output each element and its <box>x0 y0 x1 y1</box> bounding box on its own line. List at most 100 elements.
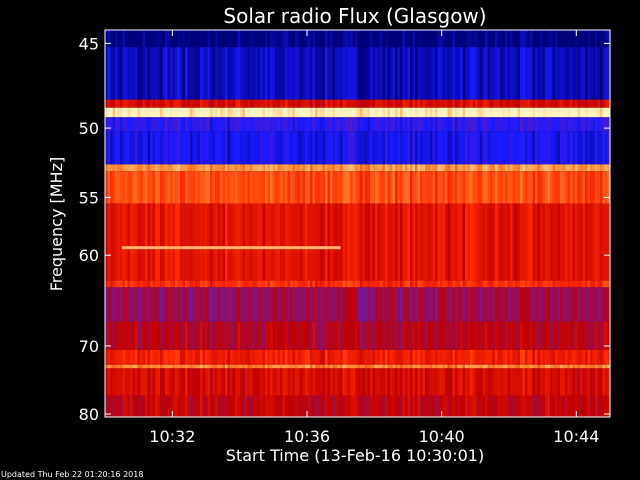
spectrum-cell <box>160 131 163 165</box>
spectrum-cell <box>357 131 361 165</box>
spectrum-cell <box>317 107 321 118</box>
spectrum-cell <box>592 107 596 118</box>
spectrum-cell <box>452 47 456 100</box>
y-tick-label: 50 <box>79 119 99 138</box>
spectrum-cell <box>477 99 481 108</box>
spectrum-cell <box>442 203 446 281</box>
spectrum-cell <box>590 287 593 322</box>
spectrum-cell <box>300 117 303 132</box>
spectrum-cell <box>565 117 568 132</box>
spectrum-cell <box>532 364 536 369</box>
spectrum-cell <box>177 321 181 350</box>
spectrum-cell <box>450 117 453 132</box>
spectrum-cell <box>207 287 211 322</box>
spectrum-cell <box>235 99 238 108</box>
spectrum-cell <box>465 164 468 172</box>
spectrum-cell <box>522 203 526 281</box>
spectrum-cell <box>315 117 318 132</box>
spectrum-cell <box>225 171 228 204</box>
spectrum-cell <box>532 164 536 172</box>
spectrum-cell <box>120 171 123 204</box>
spectrum-cell <box>607 164 611 172</box>
spectrum-cell <box>565 368 568 396</box>
spectrum-cell <box>235 280 238 288</box>
spectrum-cell <box>467 321 471 350</box>
spectrum-cell <box>277 349 281 365</box>
spectrum-cell <box>210 280 213 288</box>
spectrum-cell <box>195 395 198 417</box>
spectrum-cell <box>457 203 461 281</box>
spectrum-cell <box>417 30 421 48</box>
spectrum-cell <box>320 107 323 118</box>
spectrum-cell <box>540 131 543 165</box>
spectrum-cell <box>402 395 406 417</box>
spectrum-cell <box>222 395 226 417</box>
spectrum-cell <box>422 349 426 365</box>
spectrum-cell <box>315 349 318 365</box>
spectrum-cell <box>215 30 218 48</box>
spectrum-cell <box>445 349 448 365</box>
spectrum-cell <box>330 117 333 132</box>
spectrum-cell <box>310 171 313 204</box>
spectrum-cell <box>272 368 276 396</box>
spectrum-cell <box>130 164 133 172</box>
spectrum-cell <box>327 171 331 204</box>
spectrum-cell <box>270 364 273 369</box>
spectrum-cell <box>255 349 258 365</box>
spectrum-cell <box>457 364 461 369</box>
spectrum-cell <box>442 349 446 365</box>
spectrum-cell <box>232 280 236 288</box>
spectrum-cell <box>600 395 603 417</box>
spectrum-cell <box>155 99 158 108</box>
spectrum-cell <box>362 395 366 417</box>
spectrum-cell <box>322 203 326 281</box>
spectrum-cell <box>415 364 418 369</box>
spectrum-cell <box>202 164 206 172</box>
spectrum-cell <box>432 171 436 204</box>
spectrum-cell <box>157 131 161 165</box>
spectrum-cell <box>115 395 118 417</box>
spectrum-cell <box>547 287 551 322</box>
spectrum-cell <box>402 171 406 204</box>
spectrum-cell <box>225 395 228 417</box>
spectrum-cell <box>432 395 436 417</box>
spectrum-cell <box>207 364 211 369</box>
spectrum-cell <box>180 349 183 365</box>
spectrum-cell <box>550 349 553 365</box>
spectrum-cell <box>195 107 198 118</box>
spectrum-cell <box>550 30 553 48</box>
spectrum-cell <box>460 99 463 108</box>
spectrum-cell <box>445 280 448 288</box>
spectrum-cell <box>225 47 228 100</box>
spectrum-cell <box>542 287 546 322</box>
spectrum-cell <box>510 395 513 417</box>
spectrum-cell <box>110 395 113 417</box>
spectrum-cell <box>357 47 361 100</box>
spectrum-cell <box>542 349 546 365</box>
spectrum-cell <box>177 99 181 108</box>
spectrum-cell <box>335 287 338 322</box>
spectrum-cell <box>430 171 433 204</box>
spectrum-cell <box>527 47 531 100</box>
spectrum-cell <box>492 203 496 281</box>
spectrum-cell <box>162 395 166 417</box>
spectrum-cell <box>150 321 153 350</box>
spectrum-cell <box>202 131 206 165</box>
spectrum-cell <box>560 364 563 369</box>
spectrum-cell <box>155 203 158 281</box>
spectrum-cell <box>450 203 453 281</box>
spectrum-cell <box>447 107 451 118</box>
spectrum-cell <box>397 349 401 365</box>
spectrum-cell <box>380 47 383 100</box>
spectrum-cell <box>257 280 261 288</box>
spectrum-cell <box>422 364 426 369</box>
spectrum-cell <box>455 47 458 100</box>
spectrum-cell <box>580 107 583 118</box>
spectrum-cell <box>547 171 551 204</box>
spectrum-cell <box>230 349 233 365</box>
spectrum-cell <box>497 321 501 350</box>
spectrum-cell <box>332 321 336 350</box>
spectrum-cell <box>537 287 541 322</box>
spectrum-cell <box>332 287 336 322</box>
spectrum-cell <box>500 99 503 108</box>
